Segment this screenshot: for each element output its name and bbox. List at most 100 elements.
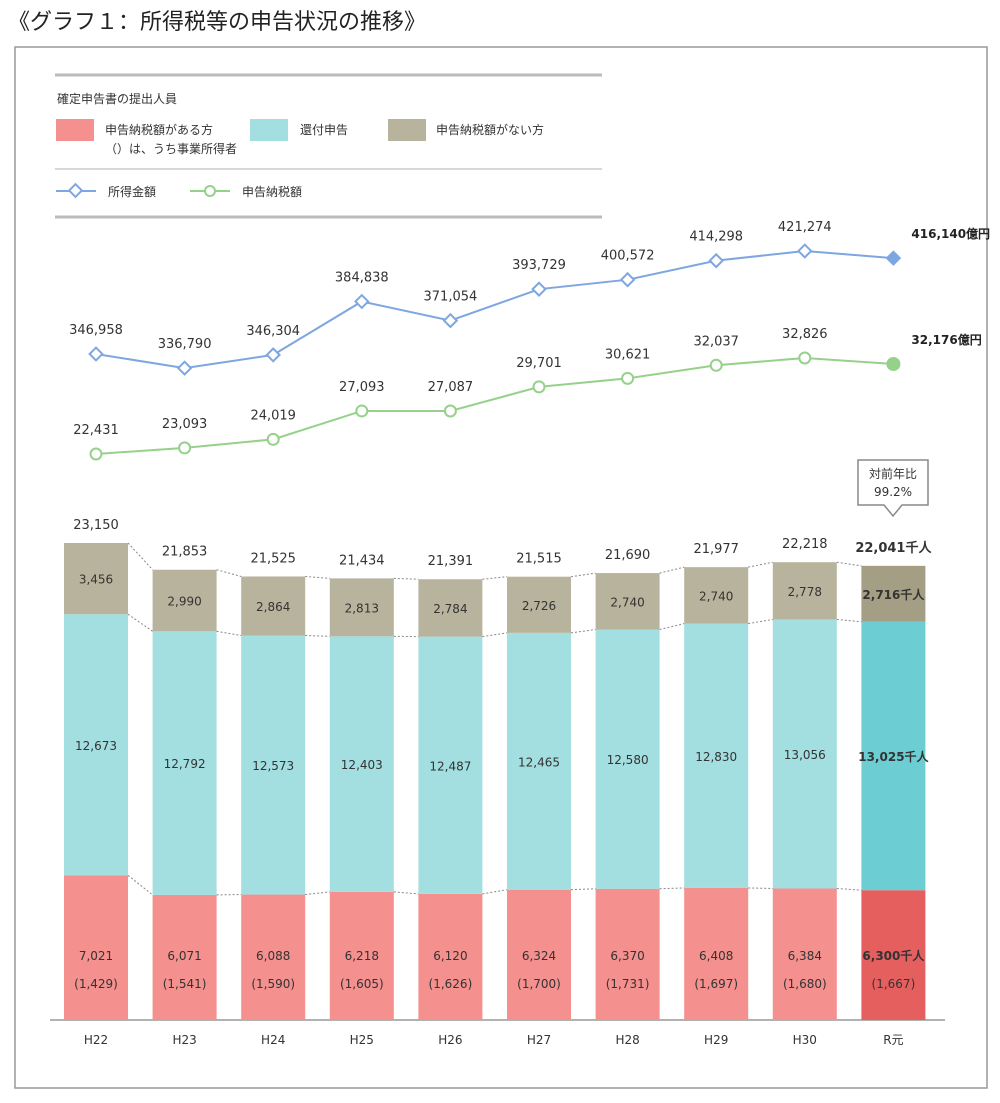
label-business: (1,700): [517, 977, 561, 991]
tax-line: [95, 356, 894, 455]
bar-connector: [127, 542, 153, 571]
income-point: [531, 281, 547, 297]
bar-connector: [393, 891, 419, 895]
bar-connector: [305, 891, 330, 896]
bar-no-tax: [507, 576, 571, 633]
bar-connector: [836, 887, 862, 891]
label-total: 22,218: [782, 537, 828, 552]
label-refund: 13,025千人: [858, 749, 929, 764]
bar-connector: [127, 613, 153, 632]
label-total: 21,525: [250, 551, 296, 566]
bar-refund: [241, 635, 306, 895]
tax-label: 32,176億円: [911, 332, 981, 347]
income-label: 336,790: [158, 337, 212, 352]
bar-refund: [861, 621, 926, 891]
tax-point: [798, 351, 812, 365]
tax-point: [355, 404, 369, 418]
bar-connector: [216, 569, 242, 577]
yoy-callout: 対前年比 99.2%: [857, 459, 929, 518]
bar-connector: [482, 576, 508, 580]
bar-connector: [393, 577, 419, 580]
tax-label: 27,087: [428, 380, 474, 395]
bar-no-tax: [418, 579, 483, 637]
label-refund: 12,487: [429, 759, 471, 773]
x-tick-label: H26: [438, 1033, 462, 1047]
label-refund: 12,792: [164, 757, 206, 771]
x-tick-label: H29: [704, 1033, 728, 1047]
tax-label: 24,019: [250, 408, 296, 423]
label-business: (1,590): [251, 977, 295, 991]
callout-label: 対前年比: [869, 466, 917, 481]
legend: 確定申告書の提出人員 申告納税額がある方 （）は、うち事業所得者 還付申告 申告…: [55, 73, 602, 219]
label-taxpayers: 7,021: [79, 949, 113, 963]
income-point: [885, 250, 902, 266]
bar-no-tax: [329, 578, 394, 637]
bar-refund: [418, 636, 483, 894]
bar-connector: [748, 618, 773, 625]
income-point: [265, 347, 281, 363]
label-refund: 12,573: [252, 759, 294, 773]
bar-connector: [305, 575, 330, 579]
legend-label-tax: 申告納税額: [242, 185, 302, 199]
tax-point: [709, 358, 723, 372]
bar-refund: [595, 629, 660, 889]
label-taxpayers: 6,120: [433, 949, 467, 963]
bar-connector: [748, 561, 773, 568]
label-no-tax: 2,813: [345, 601, 379, 615]
bar-no-tax: [64, 543, 128, 615]
bar-no-tax: [772, 562, 837, 620]
label-refund: 12,830: [695, 750, 737, 764]
legend-label-refund: 還付申告: [300, 123, 348, 137]
label-business: (1,697): [694, 977, 738, 991]
income-point: [176, 360, 193, 376]
label-taxpayers: 6,408: [699, 949, 733, 963]
legend-swatch-taxpayers: [56, 119, 94, 141]
tax-point: [621, 371, 635, 385]
legend-label-income: 所得金額: [108, 184, 156, 199]
x-tick-label: H23: [172, 1033, 196, 1047]
income-point: [797, 243, 813, 259]
bar-refund: [329, 636, 394, 892]
legend-group-title: 確定申告書の提出人員: [57, 91, 177, 106]
label-no-tax: 2,726: [522, 599, 556, 613]
label-refund: 12,465: [518, 755, 560, 769]
label-taxpayers: 6,384: [788, 949, 822, 963]
bar-refund: [507, 632, 571, 890]
tax-point: [532, 380, 546, 394]
label-taxpayers: 6,218: [345, 949, 379, 963]
tax-label: 22,431: [73, 423, 119, 438]
label-total: 21,690: [605, 548, 651, 563]
bar-connector: [659, 566, 685, 574]
tax-label: 30,621: [605, 347, 651, 362]
income-label: 416,140億円: [911, 226, 990, 241]
income-point: [442, 312, 459, 329]
label-no-tax: 2,716千人: [862, 587, 925, 602]
income-point: [708, 252, 724, 269]
bar-taxpayers: [152, 894, 217, 1020]
bar-taxpayers: [329, 891, 394, 1020]
income-point: [88, 346, 104, 362]
bar-connector: [482, 889, 508, 895]
bar-taxpayers: [772, 888, 837, 1020]
income-line: [95, 249, 894, 370]
x-tick-label: H22: [84, 1033, 108, 1047]
legend-label-note: （）は、うち事業所得者: [105, 141, 237, 156]
income-label: 346,304: [246, 324, 300, 339]
bar-no-tax: [684, 567, 749, 624]
tax-point: [443, 404, 457, 418]
circle-marker-icon: [204, 185, 216, 197]
bar-connector: [659, 887, 685, 890]
income-label: 400,572: [601, 249, 655, 264]
label-taxpayers: 6,370: [610, 949, 644, 963]
bar-connector: [216, 630, 242, 636]
bar-no-tax: [241, 576, 306, 636]
bar-no-tax: [595, 573, 660, 630]
label-no-tax: 2,864: [256, 600, 290, 614]
label-business: (1,626): [429, 977, 473, 991]
chart-title: 《グラフ１：所得税等の申告状況の推移》: [8, 10, 427, 35]
label-business: (1,605): [340, 977, 384, 991]
chart-frame: [14, 46, 988, 1089]
income-label: 393,729: [512, 258, 566, 273]
bar-taxpayers: [241, 894, 306, 1020]
bar-taxpayers: [507, 889, 571, 1020]
